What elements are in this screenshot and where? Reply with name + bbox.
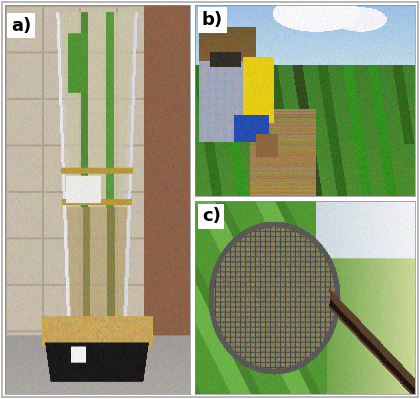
Text: b): b) bbox=[202, 11, 223, 29]
Text: a): a) bbox=[11, 17, 31, 35]
Text: c): c) bbox=[202, 207, 221, 225]
